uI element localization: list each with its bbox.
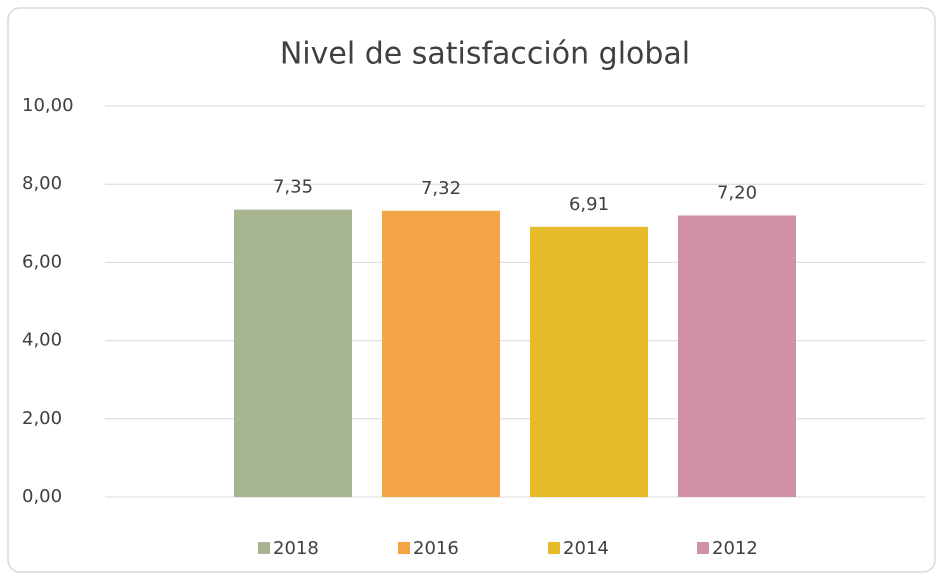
chart-title: Nivel de satisfacción global: [280, 37, 690, 72]
y-tick-label: 8,00: [22, 173, 62, 194]
bar: [382, 210, 500, 497]
legend-label: 2012: [712, 538, 758, 559]
legend-swatch: [398, 542, 410, 554]
data-label: 7,32: [421, 178, 461, 199]
legend-swatch: [697, 542, 709, 554]
data-label: 7,20: [717, 182, 757, 203]
y-tick-label: 2,00: [22, 408, 62, 429]
bar: [234, 209, 352, 498]
legend-label: 2016: [413, 538, 459, 559]
data-label: 7,35: [273, 177, 313, 198]
y-tick-label: 6,00: [22, 251, 62, 272]
legend-label: 2018: [273, 538, 319, 559]
legend-swatch: [258, 542, 270, 554]
bar: [530, 226, 648, 497]
y-tick-label: 4,00: [22, 330, 62, 351]
y-tick-label: 0,00: [22, 486, 62, 507]
legend-swatch: [548, 542, 560, 554]
bar: [678, 215, 796, 498]
legend-label: 2014: [563, 538, 609, 559]
y-tick-label: 10,00: [22, 95, 74, 116]
data-label: 6,91: [569, 194, 609, 215]
